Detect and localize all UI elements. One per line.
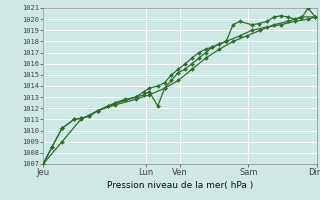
X-axis label: Pression niveau de la mer( hPa ): Pression niveau de la mer( hPa ) (107, 181, 253, 190)
